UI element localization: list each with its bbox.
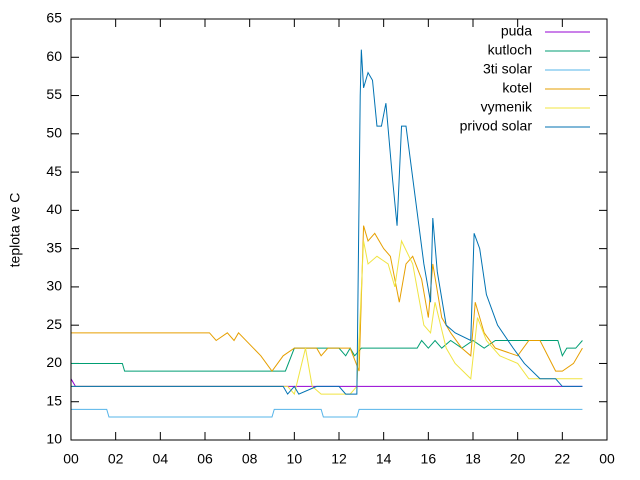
y-tick-label: 20 xyxy=(46,354,62,370)
legend-label: vymenik xyxy=(481,99,533,115)
x-tick-label: 14 xyxy=(376,451,392,467)
y-tick-label: 60 xyxy=(46,48,62,64)
legend-label: kutloch xyxy=(488,42,532,58)
x-tick-label: 00 xyxy=(599,451,615,467)
y-tick-label: 50 xyxy=(46,125,62,141)
legend-label: 3ti solar xyxy=(483,61,532,77)
x-tick-label: 16 xyxy=(421,451,437,467)
x-tick-label: 12 xyxy=(331,451,347,467)
y-tick-label: 55 xyxy=(46,86,62,102)
legend-label: puda xyxy=(501,23,532,39)
x-tick-label: 02 xyxy=(108,451,124,467)
x-tick-label: 04 xyxy=(153,451,169,467)
x-tick-label: 06 xyxy=(197,451,213,467)
y-axis-label: teplota ve C xyxy=(7,193,23,268)
x-tick-label: 20 xyxy=(510,451,526,467)
x-tick-label: 08 xyxy=(242,451,258,467)
y-tick-label: 25 xyxy=(46,316,62,332)
series-line xyxy=(71,49,583,395)
series-line xyxy=(71,408,583,418)
x-tick-label: 18 xyxy=(465,451,481,467)
y-tick-label: 10 xyxy=(46,431,62,447)
y-tick-label: 15 xyxy=(46,392,62,408)
series-line xyxy=(71,239,583,396)
y-tick-label: 45 xyxy=(46,163,62,179)
series-line xyxy=(71,225,583,372)
x-tick-label: 10 xyxy=(287,451,303,467)
y-tick-label: 40 xyxy=(46,201,62,217)
x-tick-label: 22 xyxy=(555,451,571,467)
x-tick-label: 00 xyxy=(63,451,79,467)
legend-label: privod solar xyxy=(460,118,533,134)
legend-label: kotel xyxy=(502,80,532,96)
plot-border xyxy=(70,18,608,441)
y-tick-label: 35 xyxy=(46,239,62,255)
y-tick-label: 65 xyxy=(46,10,62,26)
y-tick-label: 30 xyxy=(46,278,62,294)
